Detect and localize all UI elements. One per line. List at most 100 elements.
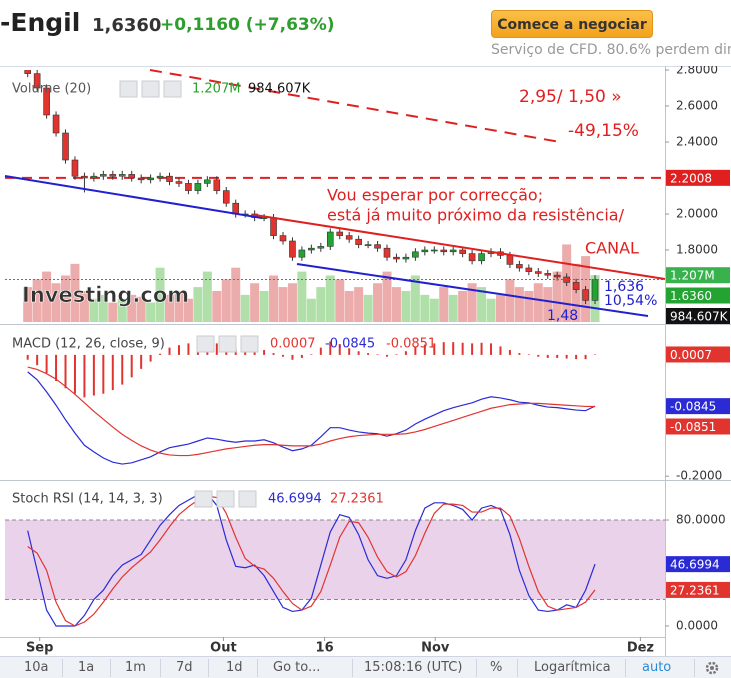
volume-bar [316,287,326,322]
legend-value: 27.2361 [330,492,384,507]
histogram-bar [565,354,568,359]
volume-bar [146,302,156,322]
histogram-bar [433,343,436,355]
range-button[interactable]: 1m [125,660,146,675]
volume-bar [486,298,496,322]
histogram-bar [92,354,95,396]
log-button[interactable]: Logarítmica [534,660,611,675]
percent-button[interactable]: % [490,660,503,675]
candle-body [572,282,580,290]
volume-bar [505,279,515,322]
auto-button[interactable]: auto [642,660,672,675]
legend-value: -0.0851 [386,337,436,352]
candle-body [449,249,457,253]
legend-icon [216,490,235,508]
volume-bar [477,287,487,322]
histogram-bar [423,344,426,355]
candle-body [582,289,589,301]
candle-body [147,177,154,181]
histogram-bar [300,354,303,358]
candle-body [506,255,514,265]
macd-last-label: -0.0845 [670,400,716,414]
stoch-last-label: 27.2361 [670,583,720,597]
y-tick-label: 2.4000 [676,135,718,149]
candle-body [81,175,88,179]
range-button[interactable]: 1a [78,660,95,675]
histogram-bar [575,354,578,360]
volume-bar [354,287,364,322]
candle-body [90,175,98,179]
volume-bar [448,294,458,322]
candle-body [213,179,221,191]
candle-body [393,256,400,260]
logo: Investing.com [22,283,189,307]
volume-bar [155,267,165,322]
histogram-bar [556,354,559,358]
histogram-bar [546,354,549,358]
candle-body [402,256,410,260]
candle-body [326,231,334,247]
candle-body [336,231,344,236]
range-button[interactable]: 7d [176,660,193,675]
histogram-bar [64,354,67,389]
price-change: +0,1160 (+7,63%) [160,15,335,35]
volume-bar [212,290,222,322]
volume-bar [391,287,401,322]
candle-body [525,267,533,272]
range-button[interactable]: 1d [226,660,243,675]
candle-body [421,249,429,253]
histogram-bar [404,351,407,355]
candle-body [204,179,211,184]
legend-value: 0.0007 [270,337,316,352]
y-tick-label: 2.6000 [676,99,718,113]
last-price-label-box [666,287,730,304]
volume-bar [363,294,373,322]
volume-last-label-box [666,267,730,284]
candle-body [33,73,41,89]
legend-icon [238,490,257,508]
candle-body [71,159,79,177]
candle-body [175,181,183,184]
histogram-bar [386,354,389,357]
candle-body [591,279,599,301]
volume-bar [439,287,449,322]
level-label: 2.2008 [670,171,712,185]
histogram-last-label-box [666,346,730,363]
histogram-bar [149,354,152,362]
go-to-button[interactable]: Go to... [273,660,321,675]
stoch-panel [5,492,665,627]
volume-bar [98,294,108,322]
histogram-bar [168,347,171,355]
candle-body [534,271,542,274]
candle-body [128,174,136,179]
trade-button[interactable]: Comece a negociar [491,10,653,38]
volume-bar [193,287,203,322]
volume-bar [410,275,420,322]
trend-line [254,214,666,280]
x-tick-label: Nov [421,641,450,656]
signal-last-label: -0.0851 [670,420,716,434]
histogram-bar [376,354,379,355]
candle-body [412,251,419,258]
histogram-bar [480,342,483,355]
histogram-bar [414,347,417,355]
histogram-bar [310,354,313,355]
histogram-bar [490,343,493,355]
volume-bar [174,290,184,322]
toolbar: 10a 1a 1m 7d 1d Go to... 15:08:16 (UTC) … [0,656,731,678]
volume-bar [524,290,534,322]
volume-bar [382,271,392,322]
histogram-bar [253,350,256,355]
volume-bar [543,287,553,322]
volume-bar [79,290,89,322]
range-button[interactable]: 10a [24,660,49,675]
volume-bar [306,298,316,322]
volume-bar [117,298,127,322]
settings-icon[interactable] [704,660,720,676]
volume-bar [240,294,250,322]
volume-bar [373,283,383,322]
candle-body [516,264,523,269]
legend-icon [194,490,213,508]
stoch-line [27,492,596,627]
candle-body [62,132,69,161]
